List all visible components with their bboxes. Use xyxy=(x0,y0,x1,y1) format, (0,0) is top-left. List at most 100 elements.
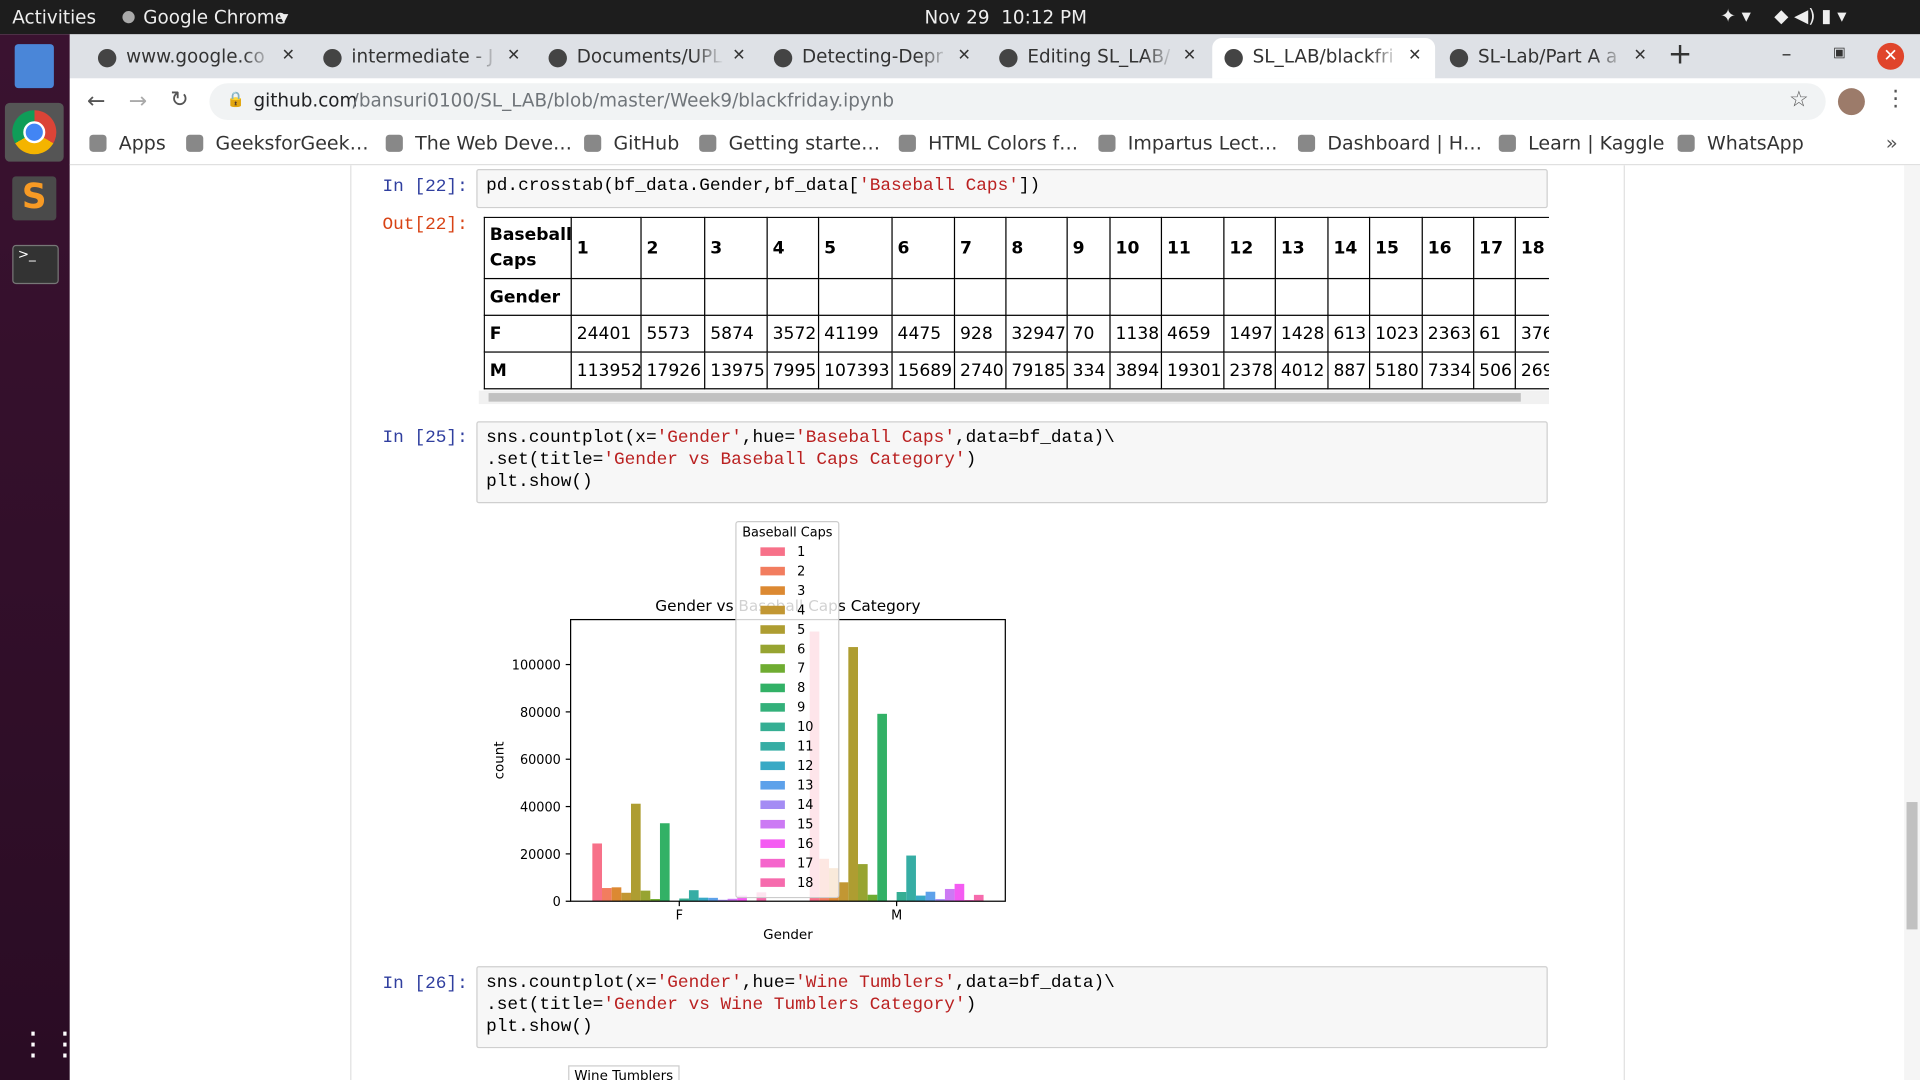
minimize[interactable]: – xyxy=(1781,41,1792,65)
cell: 613 xyxy=(1327,314,1371,353)
clock[interactable]: Nov 29 10:12 PM xyxy=(924,6,1087,29)
status-icons[interactable]: ✦ ▾ ◆ ◀) ▮ ▾ xyxy=(1720,4,1847,27)
menu[interactable]: ⋮ xyxy=(1884,85,1907,112)
bookmark[interactable]: Learn | Kaggle xyxy=(1498,132,1664,154)
tab-close[interactable]: ✕ xyxy=(281,46,295,65)
legend-label: 13 xyxy=(797,779,813,794)
tab-close[interactable]: ✕ xyxy=(1633,46,1647,65)
column-header: 15 xyxy=(1368,216,1423,280)
tab[interactable]: www.google.co ✕ xyxy=(86,38,309,78)
url-host: github.com xyxy=(253,89,358,112)
bookmark[interactable]: GeeksforGeek… xyxy=(186,132,369,154)
restore[interactable]: ▣ xyxy=(1833,44,1846,60)
close-window[interactable]: ✕ xyxy=(1877,42,1905,70)
y-tick-label: 100000 xyxy=(512,658,561,673)
tab-close[interactable]: ✕ xyxy=(957,46,971,65)
scrollbar[interactable] xyxy=(1904,165,1920,1080)
cell: 107393 xyxy=(817,351,893,390)
sublime-icon[interactable]: S xyxy=(12,176,57,221)
h-scrollbar[interactable] xyxy=(478,390,1549,405)
tab[interactable]: Documents/UPL ✕ xyxy=(536,38,759,78)
legend-swatch xyxy=(760,566,785,576)
index-name: Gender xyxy=(483,277,572,316)
legend-label: 7 xyxy=(797,662,805,677)
tab[interactable]: SL_LAB/blackfri ✕ xyxy=(1212,37,1436,79)
scroll-thumb[interactable] xyxy=(1906,802,1918,930)
cell: 113952 xyxy=(570,351,642,390)
cell: 15689 xyxy=(891,351,956,390)
y-tick-label: 0 xyxy=(553,895,561,910)
legend-title: Wine Tumblers xyxy=(568,1065,680,1080)
tab-close[interactable]: ✕ xyxy=(1408,46,1422,65)
tab-title: Documents/UPL xyxy=(576,45,723,68)
code-text: pd.crosstab(bf_data.Gender,bf_data[ xyxy=(486,176,860,196)
chart: Gender vs Baseball Caps CategorycountGen… xyxy=(492,521,1006,943)
code-cell[interactable]: sns.countplot(x='Gender',hue='Wine Tumbl… xyxy=(476,966,1548,1049)
legend-swatch xyxy=(760,683,785,693)
cell: 334 xyxy=(1066,351,1111,390)
bookmark[interactable]: The Web Deve… xyxy=(385,132,572,154)
cell: 41199 xyxy=(817,314,893,353)
more-bookmarks[interactable]: » xyxy=(1885,131,1898,155)
tab-strip: + – ▣ ✕ www.google.co ✕ intermediate - J ✕ D… xyxy=(69,34,1920,79)
crosstab: Baseball Caps 1 2 3 4 5 6 7 8 9 10 11 12 13 14 15 16 17 18… xyxy=(483,216,1549,390)
bookmark[interactable]: Getting starte… xyxy=(699,132,880,154)
bar xyxy=(954,883,965,902)
bookmark[interactable]: Dashboard | H… xyxy=(1297,132,1483,155)
cell: 13975 xyxy=(704,351,768,390)
code-cell[interactable]: sns.countplot(x='Gender',hue='Baseball C… xyxy=(476,421,1548,504)
legend-swatch xyxy=(760,625,785,634)
column-header: 16 xyxy=(1421,216,1475,280)
empty-cell xyxy=(1109,277,1163,316)
terminal-icon[interactable]: >_ xyxy=(12,244,59,285)
code-text: plt.show() xyxy=(486,472,593,493)
bookmark-label: Dashboard | H… xyxy=(1327,132,1483,155)
tab[interactable]: intermediate - J ✕ xyxy=(311,38,534,78)
index-row: Gender xyxy=(483,277,1549,316)
app-menu[interactable]: Google Chrome xyxy=(143,6,286,29)
reload[interactable]: ↻ xyxy=(170,86,189,113)
empty-cell xyxy=(891,277,956,316)
tab[interactable]: Editing SL_LAB/ ✕ xyxy=(987,38,1210,78)
code-string: 'Wine Tumblers' xyxy=(795,973,955,994)
new-tab[interactable]: + xyxy=(1667,36,1693,72)
legend-label: 2 xyxy=(797,564,805,579)
tab-close[interactable]: ✕ xyxy=(506,46,521,65)
bookmark[interactable]: GitHub xyxy=(584,132,679,154)
activities[interactable]: Activities xyxy=(12,6,97,29)
column-header: 18 xyxy=(1514,216,1549,280)
bookmark-icon xyxy=(699,134,717,152)
y-tick-label: 20000 xyxy=(520,848,561,863)
h-scroll-thumb[interactable] xyxy=(488,393,1521,402)
bar xyxy=(857,864,868,902)
code-text: ,hue= xyxy=(741,428,796,449)
column-header: 8 xyxy=(1005,216,1068,280)
code-line: sns.countplot(x='Gender',hue='Wine Tumbl… xyxy=(486,972,1538,994)
bookmark[interactable]: HTML Colors f… xyxy=(898,132,1078,154)
tab[interactable]: Detecting-Depr ✕ xyxy=(762,38,985,78)
url-path: /bansuri0100/SL_LAB/blob/master/Week9/bl… xyxy=(352,89,895,112)
forward[interactable]: → xyxy=(128,88,148,114)
avatar[interactable] xyxy=(1837,88,1865,116)
bookmark[interactable]: Apps xyxy=(89,132,166,154)
tab[interactable]: SL-Lab/Part A a ✕ xyxy=(1438,38,1661,78)
code-text: ) xyxy=(965,450,977,471)
empty-cell xyxy=(953,277,1007,316)
bookmark-star[interactable]: ☆ xyxy=(1788,86,1809,113)
bar xyxy=(659,823,670,902)
code-text: plt.show() xyxy=(486,1017,593,1038)
tab-close[interactable]: ✕ xyxy=(732,46,746,65)
app-icon xyxy=(122,11,135,24)
legend-swatch xyxy=(760,722,785,732)
files-icon[interactable] xyxy=(14,44,54,89)
bookmark[interactable]: Impartus Lect… xyxy=(1098,132,1278,154)
column-header: 14 xyxy=(1327,216,1371,280)
tab-title: Editing SL_LAB/ xyxy=(1027,45,1171,68)
cell: 376 xyxy=(1514,314,1549,353)
omnibox[interactable]: 🔒 github.com /bansuri0100/SL_LAB/blob/ma… xyxy=(209,83,1826,120)
bookmark[interactable]: WhatsApp xyxy=(1677,132,1804,154)
back[interactable]: ← xyxy=(86,88,106,114)
code-cell[interactable]: pd.crosstab(bf_data.Gender,bf_data['Base… xyxy=(476,168,1548,209)
bar xyxy=(867,894,878,902)
tab-close[interactable]: ✕ xyxy=(1182,46,1197,65)
